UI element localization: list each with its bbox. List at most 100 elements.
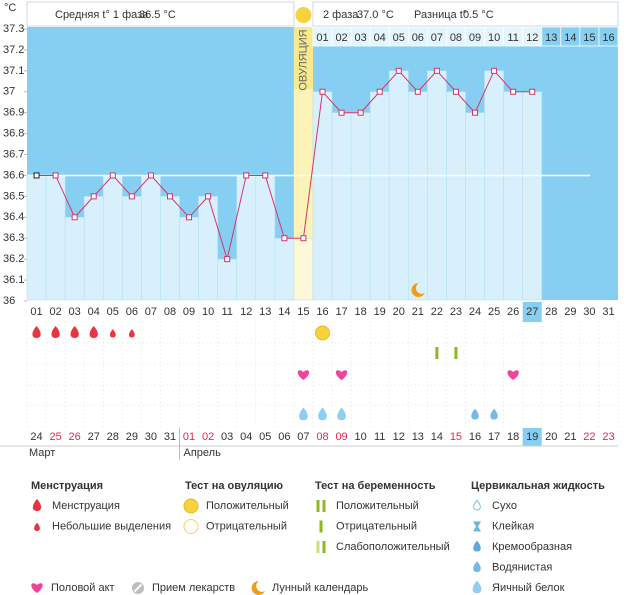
y-unit: °C [4, 2, 16, 14]
phase2-day: 08 [450, 32, 462, 44]
y-tick-label: 36.5 [3, 190, 24, 202]
icon [89, 326, 98, 338]
temperature-point [109, 172, 116, 179]
date: 23 [602, 431, 614, 443]
phase2-day: 14 [564, 32, 576, 44]
temperature-point [395, 67, 402, 74]
legend-label: Положительный [336, 500, 419, 512]
icon [473, 521, 481, 532]
cycle-day: 06 [126, 306, 138, 318]
date: 21 [564, 431, 576, 443]
y-tick-label: 36.7 [3, 148, 24, 160]
cycle-day: 02 [49, 306, 61, 318]
date: 12 [393, 431, 405, 443]
y-tick-label: 36.6 [3, 169, 24, 181]
date: 24 [30, 431, 42, 443]
temperature-point [319, 88, 326, 95]
date: 08 [316, 431, 328, 443]
icon [183, 498, 199, 514]
date: 26 [69, 431, 81, 443]
icon [473, 540, 481, 552]
legend-label: Кремообразная [492, 541, 572, 553]
temperature-point [262, 172, 269, 179]
temperature-point [376, 88, 383, 95]
phase2-day: 12 [526, 32, 538, 44]
temperature-point [491, 67, 498, 74]
phase2-day: 07 [431, 32, 443, 44]
bar [179, 217, 199, 301]
cycle-day: 08 [164, 306, 176, 318]
cycle-day: 28 [545, 306, 557, 318]
temperature-point [128, 193, 135, 200]
icon [411, 282, 425, 297]
icon [32, 499, 42, 511]
date: 15 [450, 431, 462, 443]
temperature-point [166, 193, 173, 200]
icon [319, 520, 323, 533]
ovulation-column [293, 27, 313, 300]
cycle-day: 21 [412, 306, 424, 318]
bar [102, 175, 123, 301]
temperature-point [300, 235, 307, 242]
y-tick-label: 37.3 [3, 23, 24, 35]
legend-label: Отрицательный [336, 520, 417, 532]
legend-title: Менструация [31, 480, 103, 492]
date: 10 [355, 431, 367, 443]
cycle-day: 14 [278, 306, 290, 318]
temperature-point [414, 88, 421, 95]
date: 03 [221, 431, 233, 443]
legend-label: Небольшие выделения [52, 520, 171, 532]
icon [473, 561, 481, 572]
date: 29 [126, 431, 138, 443]
y-tick-label: 37.1 [3, 65, 24, 77]
phase2-box [312, 1, 619, 27]
bar [217, 258, 238, 301]
icon [316, 500, 320, 512]
cycle-day: 16 [316, 306, 328, 318]
sun-icon [295, 7, 312, 23]
phase2-label: 2 фаза [323, 9, 359, 21]
bar [331, 112, 352, 301]
phase2-day: 10 [488, 32, 500, 44]
temperature-point [205, 193, 212, 200]
icon [128, 329, 135, 338]
date: 22 [583, 431, 595, 443]
phase2-day: 11 [507, 32, 518, 44]
date: 14 [431, 431, 443, 443]
icon [315, 325, 330, 341]
icon [335, 370, 348, 380]
date: 31 [164, 431, 176, 443]
legend-label: Водянистая [492, 561, 552, 573]
phase1-label: Средняя t° 1 фаза [55, 9, 149, 21]
icon [133, 583, 143, 593]
cycle-day: 22 [431, 306, 443, 318]
phase2-cell [598, 26, 619, 47]
cycle-day: 31 [602, 306, 614, 318]
temperature-point [529, 88, 536, 95]
phase2-day: 03 [355, 32, 367, 44]
temperature-point [243, 172, 250, 179]
cycle-day: 05 [107, 306, 119, 318]
legend-title: Цервикальная жидкость [471, 480, 605, 492]
legend-label: Менструация [52, 500, 120, 512]
icon [490, 408, 498, 420]
today-cell [522, 302, 542, 322]
icon [473, 499, 481, 511]
cycle-day: 27 [526, 306, 538, 318]
cycle-day: 19 [374, 306, 386, 318]
temperature-point [90, 193, 97, 200]
ovulation-label: ОВУЛЯЦИЯ [297, 29, 309, 90]
icon [31, 583, 43, 593]
phase2-day: 06 [412, 32, 424, 44]
bar [484, 70, 504, 301]
date: 30 [145, 431, 157, 443]
legend-label: Сухо [492, 500, 517, 512]
date: 07 [297, 431, 309, 443]
bar [293, 237, 314, 301]
cycle-day: 24 [469, 306, 481, 318]
date: 11 [374, 431, 385, 443]
cycle-day: 11 [221, 306, 232, 318]
diff-value: 0.5 °C [463, 9, 494, 21]
phase2-day: 01 [316, 32, 328, 44]
